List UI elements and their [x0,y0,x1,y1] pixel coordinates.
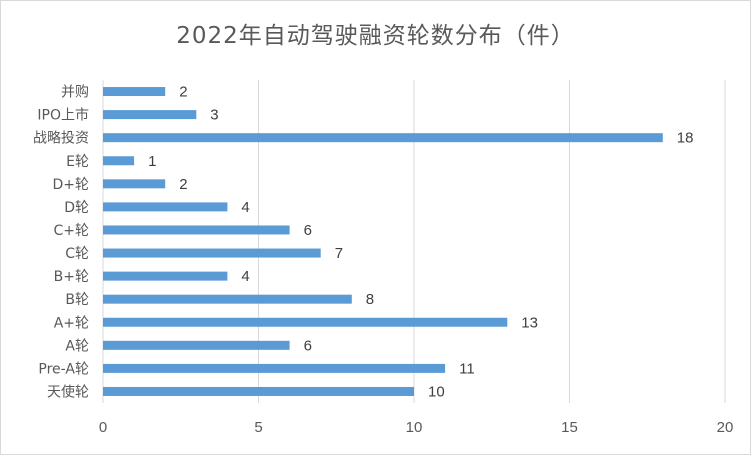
data-label: 7 [335,245,343,262]
data-label: 6 [304,222,312,239]
chart-title: 2022年自动驾驶融资轮数分布（件） [176,23,575,49]
bar [103,363,446,373]
x-axis-ticks: 0 5 10 15 20 [99,419,734,436]
data-label: 11 [459,360,475,377]
category-label: IPO上市 [37,107,89,124]
data-labels: 2 3 18 1 2 4 6 7 4 8 13 6 11 10 [148,84,693,401]
category-label: A轮 [65,338,89,354]
bar [103,225,290,235]
bar [103,179,166,189]
data-label: 4 [241,268,249,285]
x-tick-label: 0 [99,419,107,436]
data-label: 2 [179,176,187,193]
bar [103,133,663,143]
category-label: 并购 [61,85,89,101]
category-label: B轮 [65,292,89,308]
x-tick-label: 10 [406,419,423,436]
data-label: 1 [148,153,156,170]
data-label: 10 [428,383,445,400]
bar [103,271,228,281]
category-label: D+轮 [52,177,89,193]
bar [103,202,228,212]
x-tick-label: 20 [717,419,734,436]
bars [103,87,663,396]
data-label: 18 [677,130,694,147]
category-label: D轮 [64,200,89,216]
category-label: C+轮 [53,223,89,239]
data-label: 6 [304,337,312,354]
category-label: E轮 [66,154,89,170]
category-label: 天使轮 [47,383,89,400]
category-label: C轮 [65,246,89,262]
bar [103,110,197,120]
bar [103,317,508,327]
x-tick-label: 5 [254,419,262,436]
bar [103,248,321,258]
bar [103,156,135,166]
category-label: 战略投资 [33,131,89,147]
category-label: B+轮 [54,269,89,285]
data-label: 2 [179,84,187,101]
data-label: 3 [210,107,218,124]
x-tick-label: 15 [561,419,578,436]
gridlines [102,80,726,403]
bar [103,340,290,350]
data-label: 13 [521,314,538,331]
bar [103,294,352,304]
category-label: A+轮 [54,315,89,331]
data-label: 8 [366,291,374,308]
category-label: Pre-A轮 [38,361,89,377]
bar [103,87,166,97]
bar [103,386,414,396]
data-label: 4 [241,199,249,216]
